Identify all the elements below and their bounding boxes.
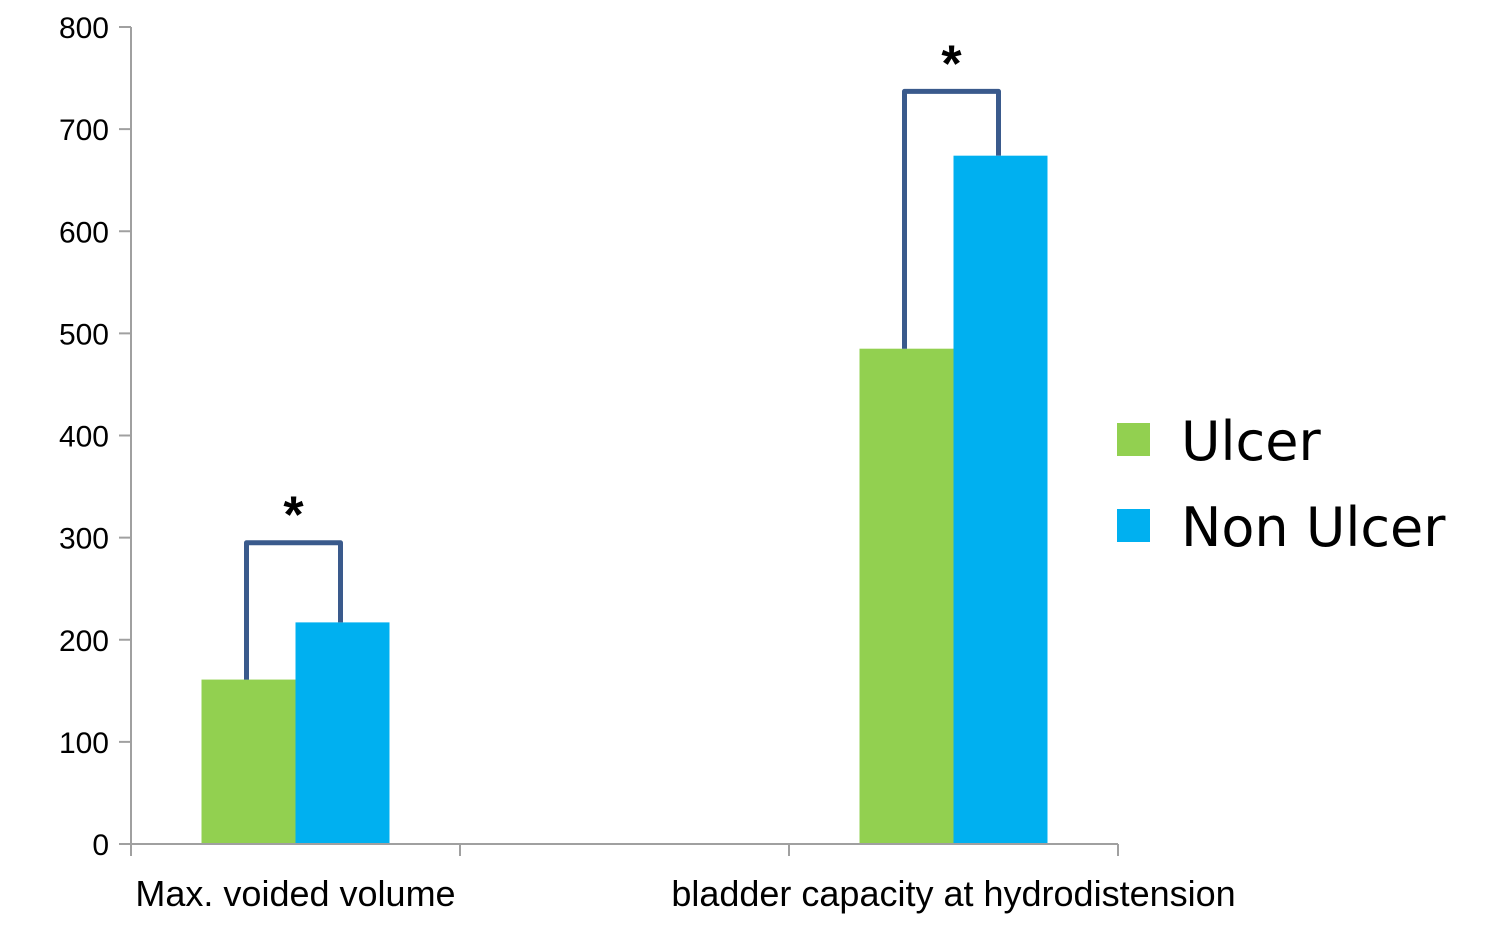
y-tick-label: 100 xyxy=(59,727,109,760)
y-tick-label: 500 xyxy=(59,318,109,351)
bar-non-ulcer xyxy=(295,622,390,844)
legend-swatch xyxy=(1117,423,1150,456)
significance-asterisk: * xyxy=(941,35,962,93)
x-category-label: Max. voided volume xyxy=(135,873,455,914)
y-tick-label: 400 xyxy=(59,421,109,454)
bar-ulcer xyxy=(859,348,954,844)
y-tick-label: 800 xyxy=(59,12,109,45)
legend-swatch xyxy=(1117,509,1150,542)
significance-bracket xyxy=(902,88,1001,349)
y-tick-label: 0 xyxy=(92,829,109,862)
x-category-label: bladder capacity at hydrodistension xyxy=(671,873,1235,914)
legend: Ulcer Non Ulcer xyxy=(1117,410,1446,559)
y-tick-label: 700 xyxy=(59,114,109,147)
y-tick-label: 300 xyxy=(59,523,109,556)
bar-non-ulcer xyxy=(953,155,1048,845)
y-tick-label: 600 xyxy=(59,216,109,249)
bar-ulcer xyxy=(201,679,296,844)
significance-asterisk: * xyxy=(283,487,304,545)
axes: 0 100 200 300 400 500 600 700 800 Max. voided vol… xyxy=(59,12,1236,914)
plot-area: ** xyxy=(201,35,1048,845)
legend-label: Ulcer xyxy=(1181,410,1321,473)
significance-bracket xyxy=(244,540,343,680)
legend-label: Non Ulcer xyxy=(1181,496,1446,559)
y-tick-label: 200 xyxy=(59,625,109,658)
